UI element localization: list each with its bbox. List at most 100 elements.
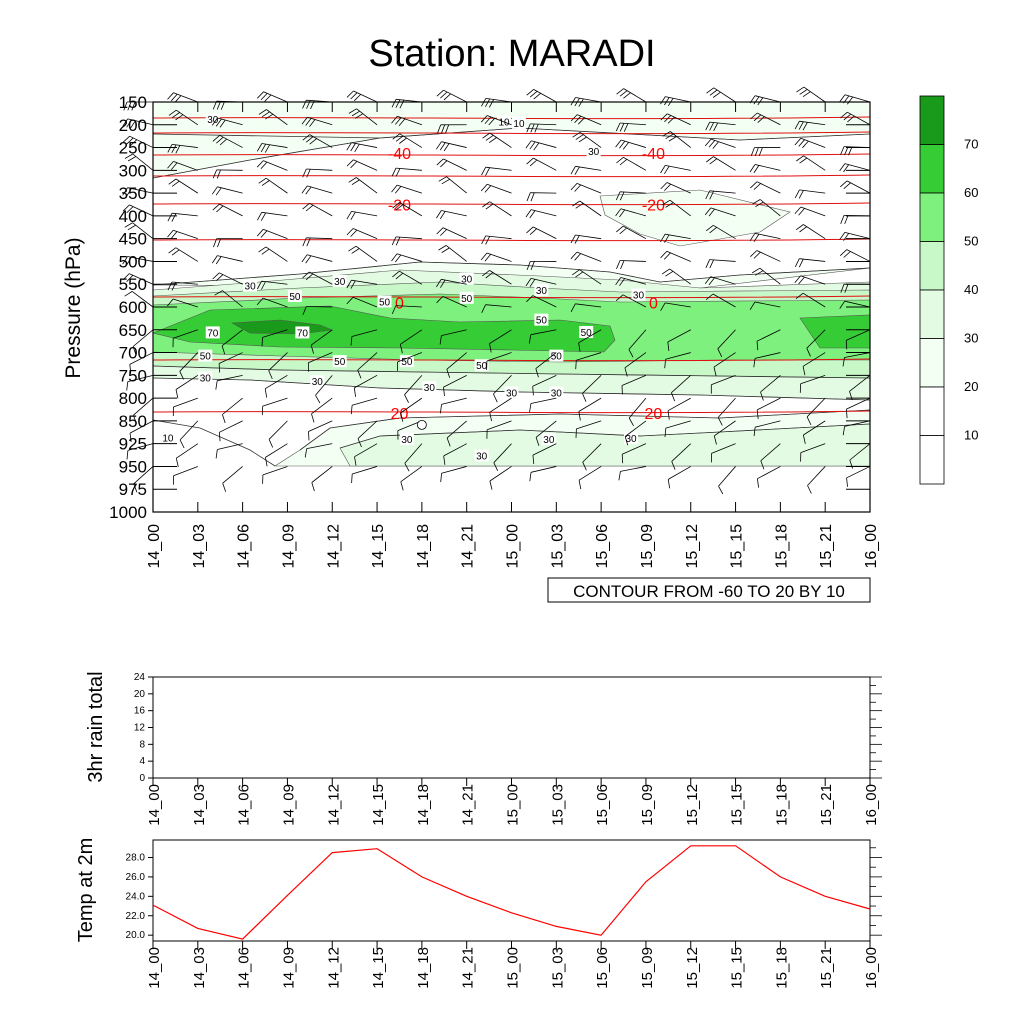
rh-contour-label: 30 bbox=[536, 286, 548, 297]
colorbar-segment bbox=[920, 145, 944, 194]
rh-contour-label: 10 bbox=[498, 118, 510, 129]
temp-x-tick-label: 14_18 bbox=[415, 947, 432, 989]
rh-contour-label: 30 bbox=[312, 377, 324, 388]
y-tick-label: 925 bbox=[119, 435, 147, 454]
wind-barb bbox=[257, 92, 287, 102]
rain-y-tick-label: 12 bbox=[134, 723, 146, 734]
rain-x-tick-label: 14_21 bbox=[460, 784, 477, 826]
temp-x-tick-label: 14_06 bbox=[236, 947, 253, 989]
wind-barb bbox=[707, 88, 736, 102]
temp-x-tick-label: 16_00 bbox=[863, 947, 880, 989]
main-y-axis-label: Pressure (hPa) bbox=[62, 237, 85, 378]
temp-x-tick-label: 15_00 bbox=[505, 947, 522, 989]
rain-x-tick-label: 15_03 bbox=[549, 784, 566, 826]
colorbar-label: 20 bbox=[964, 379, 978, 394]
y-tick-label: 650 bbox=[119, 321, 147, 340]
wind-barb-feather bbox=[840, 95, 845, 102]
temp-y-tick-label: 24.0 bbox=[126, 891, 146, 902]
rain-x-tick-label: 15_12 bbox=[684, 784, 701, 826]
rh-contour-label: 10 bbox=[162, 434, 174, 445]
temp-x-tick-label: 15_06 bbox=[594, 947, 611, 989]
temp-x-tick-label: 15_21 bbox=[818, 947, 835, 989]
temperature-contour-label: 20 bbox=[645, 406, 663, 423]
temp-x-tick-label: 15_15 bbox=[729, 947, 746, 989]
rain-x-tick-label: 14_12 bbox=[325, 784, 342, 826]
rh-contour-label: 50 bbox=[461, 294, 473, 305]
wind-barb-feather bbox=[800, 89, 808, 94]
wind-barb-feather bbox=[803, 92, 810, 97]
wind-barb bbox=[437, 90, 467, 102]
temp-y-tick-label: 28.0 bbox=[126, 852, 146, 863]
colorbar-segment bbox=[920, 193, 944, 242]
wind-barb-feather bbox=[168, 93, 174, 100]
rain-x-tick-label: 15_21 bbox=[818, 784, 835, 826]
x-tick-label: 15_21 bbox=[818, 524, 835, 569]
colorbar-segment bbox=[920, 387, 944, 436]
rain-plot-frame bbox=[153, 677, 870, 778]
rain-y-tick-label: 4 bbox=[139, 756, 145, 767]
rain-y-tick-label: 16 bbox=[134, 706, 146, 717]
rain-x-tick-label: 14_00 bbox=[146, 784, 163, 826]
temp-y-tick-label: 26.0 bbox=[126, 872, 146, 883]
rh-contour-label: 50 bbox=[289, 292, 301, 303]
y-tick-label: 500 bbox=[119, 252, 147, 271]
rh-contour-label: 50 bbox=[536, 316, 548, 327]
temp-x-tick-label: 15_12 bbox=[684, 947, 701, 989]
colorbar-segment bbox=[920, 242, 944, 291]
rain-y-tick-label: 24 bbox=[134, 672, 146, 683]
colorbar-label: 10 bbox=[964, 428, 978, 443]
wind-barb-feather bbox=[527, 89, 534, 95]
wind-barb-feather bbox=[620, 91, 627, 97]
rh-contour-label: 50 bbox=[401, 357, 413, 368]
temperature-contour-label: -40 bbox=[642, 146, 665, 163]
rh-contour-label: 50 bbox=[334, 357, 346, 368]
rain-y-tick-label: 20 bbox=[134, 689, 146, 700]
temp-x-tick-label: 14_09 bbox=[280, 947, 297, 989]
temperature-contour-label: 0 bbox=[395, 295, 404, 312]
rain-x-tick-label: 14_06 bbox=[236, 784, 253, 826]
rh-contour-label: 50 bbox=[581, 328, 593, 339]
colorbar-label: 60 bbox=[964, 185, 978, 200]
rh-contour-label: 50 bbox=[476, 361, 488, 372]
rain-x-tick-label: 14_18 bbox=[415, 784, 432, 826]
rh-contour-label: 50 bbox=[379, 297, 391, 308]
colorbar-label: 50 bbox=[964, 234, 978, 249]
y-tick-label: 550 bbox=[119, 275, 147, 294]
wind-barb-feather bbox=[175, 96, 181, 103]
x-tick-label: 16_00 bbox=[863, 524, 880, 569]
rh-contour-label: 30 bbox=[551, 389, 563, 400]
temp-x-tick-label: 14_15 bbox=[370, 947, 387, 989]
wind-barb-feather bbox=[440, 92, 447, 98]
temp-x-tick-label: 15_18 bbox=[773, 947, 790, 989]
y-tick-label: 250 bbox=[119, 139, 147, 158]
rh-contour-label: 30 bbox=[334, 277, 346, 288]
rain-y-tick-label: 8 bbox=[139, 739, 145, 750]
x-tick-label: 14_15 bbox=[370, 524, 387, 569]
y-tick-label: 150 bbox=[119, 93, 147, 112]
rain-x-tick-label: 14_03 bbox=[191, 784, 208, 826]
rain-x-tick-label: 16_00 bbox=[863, 784, 880, 826]
temperature-contour-label: -20 bbox=[642, 198, 665, 215]
wind-barb-shaft bbox=[306, 307, 332, 308]
rh-contour-label: 30 bbox=[588, 147, 600, 158]
rh-contour-label: 30 bbox=[200, 374, 212, 385]
x-tick-label: 14_21 bbox=[460, 524, 477, 569]
colorbar-label: 40 bbox=[964, 282, 978, 297]
wind-barb bbox=[527, 89, 557, 102]
y-tick-label: 700 bbox=[119, 344, 147, 363]
x-tick-label: 15_15 bbox=[729, 524, 746, 569]
wind-barb-feather bbox=[444, 94, 451, 100]
rain-x-tick-label: 14_09 bbox=[280, 784, 297, 826]
rh-contour-label: 30 bbox=[543, 435, 555, 446]
temp-x-tick-label: 15_03 bbox=[549, 947, 566, 989]
rh-contour-label: 30 bbox=[506, 389, 518, 400]
y-tick-label: 450 bbox=[119, 230, 147, 249]
colorbar-label: 30 bbox=[964, 331, 978, 346]
x-tick-label: 14_18 bbox=[415, 524, 432, 569]
wind-barb-feather bbox=[309, 432, 310, 441]
rain-x-tick-label: 15_15 bbox=[729, 784, 746, 826]
x-tick-label: 15_00 bbox=[505, 524, 522, 569]
